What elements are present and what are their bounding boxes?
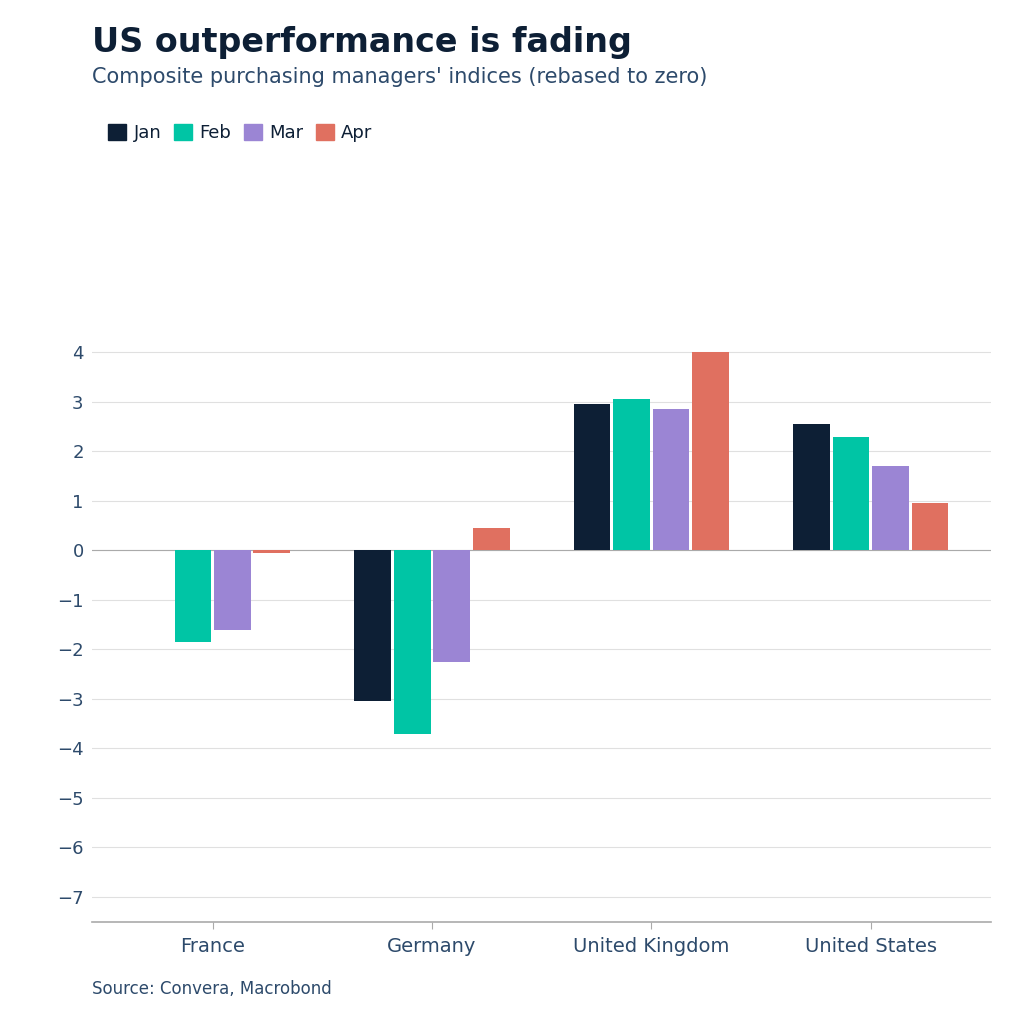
Text: Source: Convera, Macrobond: Source: Convera, Macrobond bbox=[92, 980, 332, 998]
Bar bbox=[613, 399, 650, 551]
Bar bbox=[355, 551, 391, 701]
Bar bbox=[912, 504, 948, 551]
Bar bbox=[833, 436, 870, 551]
Bar bbox=[793, 424, 830, 551]
Bar bbox=[175, 551, 212, 642]
Bar bbox=[872, 466, 909, 551]
Legend: Jan, Feb, Mar, Apr: Jan, Feb, Mar, Apr bbox=[101, 117, 379, 150]
Bar bbox=[692, 352, 729, 551]
Bar bbox=[653, 410, 690, 551]
Bar bbox=[573, 404, 610, 551]
Text: Composite purchasing managers' indices (rebased to zero): Composite purchasing managers' indices (… bbox=[92, 67, 707, 87]
Bar bbox=[393, 551, 430, 733]
Bar bbox=[433, 551, 470, 662]
Bar bbox=[214, 551, 250, 630]
Text: US outperformance is fading: US outperformance is fading bbox=[92, 26, 632, 58]
Bar bbox=[253, 551, 290, 553]
Bar bbox=[473, 528, 510, 551]
